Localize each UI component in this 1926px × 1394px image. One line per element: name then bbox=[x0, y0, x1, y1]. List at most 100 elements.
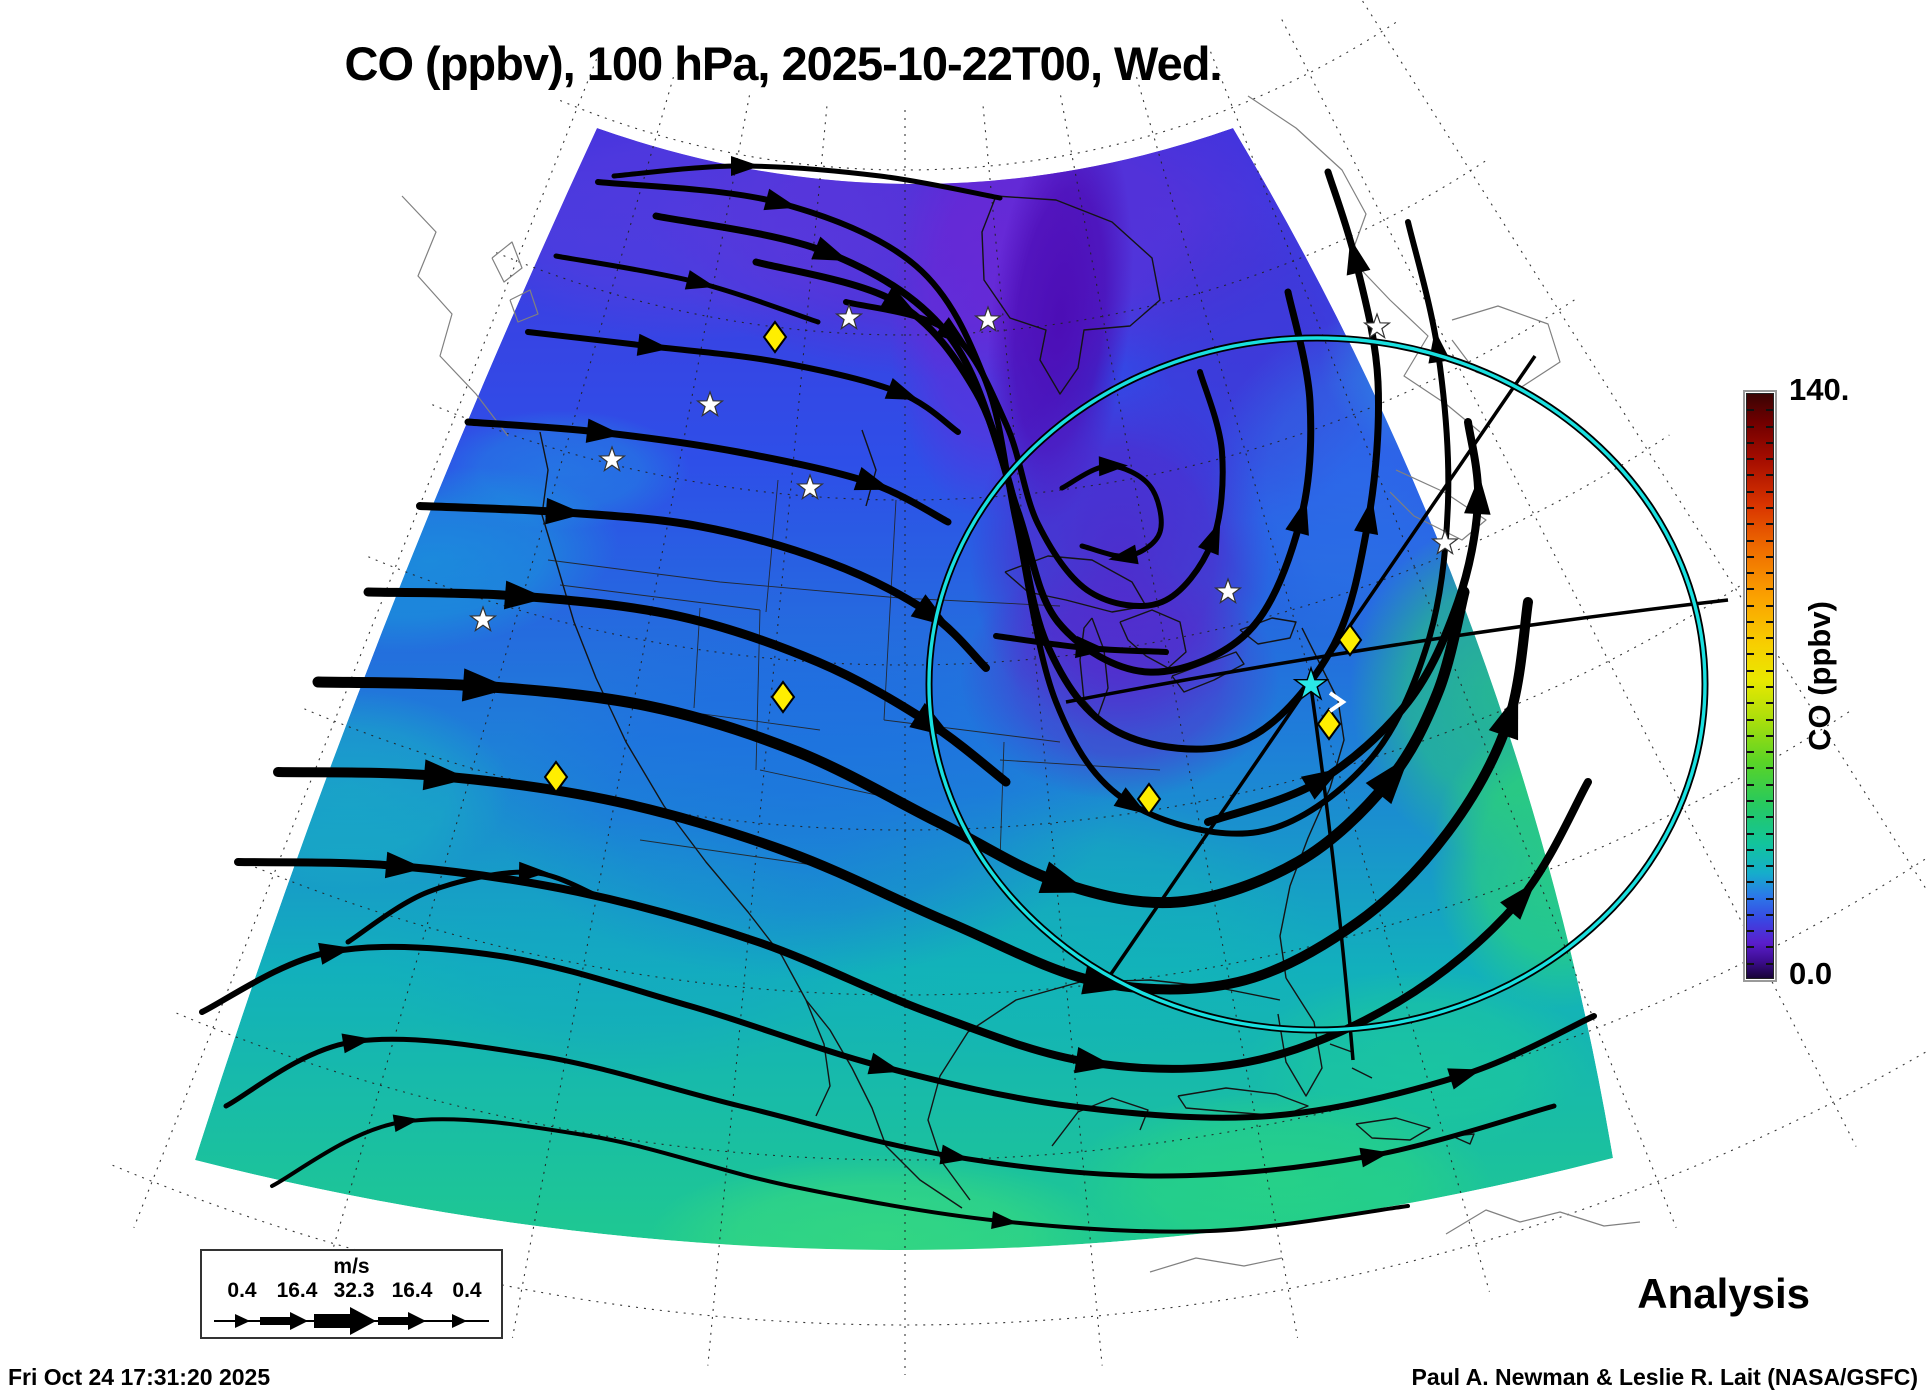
streamline-arrowhead bbox=[1098, 456, 1128, 477]
colorbar-tick bbox=[1766, 734, 1773, 737]
colorbar-tick bbox=[1766, 718, 1773, 721]
colorbar-tick bbox=[1766, 783, 1773, 786]
city-marker-star bbox=[597, 445, 627, 472]
coastline bbox=[1247, 95, 1481, 433]
streamline bbox=[652, 168, 1383, 753]
field-blob bbox=[380, 820, 860, 1080]
coastline bbox=[861, 429, 877, 507]
legend-value: 16.4 bbox=[391, 1279, 433, 1302]
streamline bbox=[843, 299, 1226, 609]
city-marker-star bbox=[1213, 577, 1243, 604]
transect-lines bbox=[1065, 355, 1729, 1061]
streamlines bbox=[199, 156, 1597, 1234]
streamline-arrowhead bbox=[341, 1033, 372, 1054]
colorbar-tick bbox=[1747, 881, 1754, 884]
colorbar-tick bbox=[1747, 816, 1754, 819]
graticule-meridian bbox=[1059, 95, 1299, 1338]
streamline-arrowhead bbox=[1359, 1147, 1390, 1168]
colorbar-tick bbox=[1766, 897, 1773, 900]
colorbar-tick bbox=[1747, 490, 1754, 493]
coastline bbox=[401, 195, 509, 437]
colorbar-max-label: 140. bbox=[1789, 372, 1850, 407]
streamline bbox=[464, 418, 952, 526]
streamline-arrowhead bbox=[867, 1052, 902, 1075]
colorbar-tick bbox=[1766, 458, 1773, 461]
colorbar-tick bbox=[1747, 523, 1754, 526]
coastline bbox=[1451, 305, 1561, 389]
streamline-arrowhead bbox=[1108, 544, 1139, 565]
streamline-arrowhead bbox=[518, 861, 548, 882]
colorbar-tick bbox=[1747, 474, 1754, 477]
colorbar-tick bbox=[1747, 848, 1754, 851]
observer-marker-star bbox=[1292, 665, 1330, 701]
streamline-arrowhead bbox=[763, 188, 798, 211]
streamline-arrowhead bbox=[545, 497, 585, 525]
colorbar-tick bbox=[1747, 718, 1754, 721]
colorbar-tick bbox=[1747, 962, 1754, 965]
streamline-arrowhead bbox=[422, 759, 469, 791]
range-ring bbox=[925, 334, 1709, 1034]
colorbar-tick bbox=[1766, 653, 1773, 656]
colorbar-tick bbox=[1766, 620, 1773, 623]
border-line bbox=[999, 741, 1005, 861]
colorbar-tick bbox=[1766, 799, 1773, 802]
border-line bbox=[639, 839, 821, 867]
streamline-arrowhead bbox=[1197, 521, 1221, 556]
range-ring-cyan bbox=[927, 336, 1707, 1032]
city-marker-star bbox=[795, 473, 825, 500]
streamline-arrowhead bbox=[1464, 475, 1491, 515]
field-blob bbox=[650, 1155, 1110, 1251]
colorbar-tick bbox=[1766, 702, 1773, 705]
legend-units-label: m/s bbox=[333, 1255, 370, 1278]
analysis-label: Analysis bbox=[1637, 1270, 1810, 1317]
colorbar-tick bbox=[1747, 751, 1754, 754]
coastline bbox=[1329, 1043, 1373, 1079]
colorbar-tick bbox=[1766, 506, 1773, 509]
color-field bbox=[195, 128, 1613, 1251]
graticule-parallel bbox=[240, 709, 1852, 996]
colorbar-tick bbox=[1747, 734, 1754, 737]
coastline bbox=[539, 431, 831, 1117]
coastline bbox=[491, 241, 523, 283]
streamline-arrowhead bbox=[884, 378, 919, 401]
colorbar-tick bbox=[1766, 865, 1773, 868]
streamline-arrowhead bbox=[1300, 768, 1341, 800]
legend-value: 0.4 bbox=[452, 1279, 482, 1302]
coastline bbox=[509, 289, 539, 323]
colorbar-tick bbox=[1747, 686, 1754, 688]
colorbar-min-label: 0.0 bbox=[1789, 956, 1833, 991]
streamline bbox=[273, 597, 1533, 995]
streamline-arrowhead bbox=[910, 594, 951, 627]
coastline bbox=[927, 979, 1281, 1201]
colorbar-tick bbox=[1766, 572, 1773, 575]
streamline-arrowhead bbox=[1113, 787, 1147, 815]
city-marker-star bbox=[834, 303, 864, 330]
streamline-arrowhead bbox=[1075, 636, 1109, 659]
coastline bbox=[1355, 1117, 1431, 1141]
streamline-arrowhead bbox=[503, 580, 547, 610]
site-marker-diamond bbox=[1316, 707, 1342, 741]
colorbar-tick bbox=[1766, 474, 1773, 477]
city-marker-star bbox=[468, 605, 498, 632]
colorbar-tick bbox=[1747, 539, 1754, 542]
streamline-arrowhead bbox=[384, 851, 425, 879]
colorbar-tick bbox=[1766, 930, 1773, 933]
colorbar-tick bbox=[1747, 897, 1754, 900]
plot-title: CO (ppbv), 100 hPa, 2025-10-22T00, Wed. bbox=[344, 37, 1223, 90]
streamline-arrowhead bbox=[1354, 497, 1379, 535]
streamline-arrowhead bbox=[731, 156, 760, 176]
colorbar-tick bbox=[1747, 702, 1754, 705]
coastline bbox=[805, 999, 963, 1209]
field-blob bbox=[430, 410, 690, 530]
colorbar bbox=[1743, 390, 1777, 982]
colorbar-tick bbox=[1766, 832, 1773, 835]
streamline-arrowhead bbox=[585, 418, 623, 443]
chevron-marker bbox=[1328, 691, 1347, 713]
city-marker-star bbox=[973, 305, 1003, 332]
site-marker-diamond bbox=[762, 320, 788, 354]
graticule-parallel bbox=[559, 21, 1397, 171]
legend-value: 0.4 bbox=[227, 1279, 257, 1302]
streamline-arrowhead bbox=[636, 333, 671, 356]
